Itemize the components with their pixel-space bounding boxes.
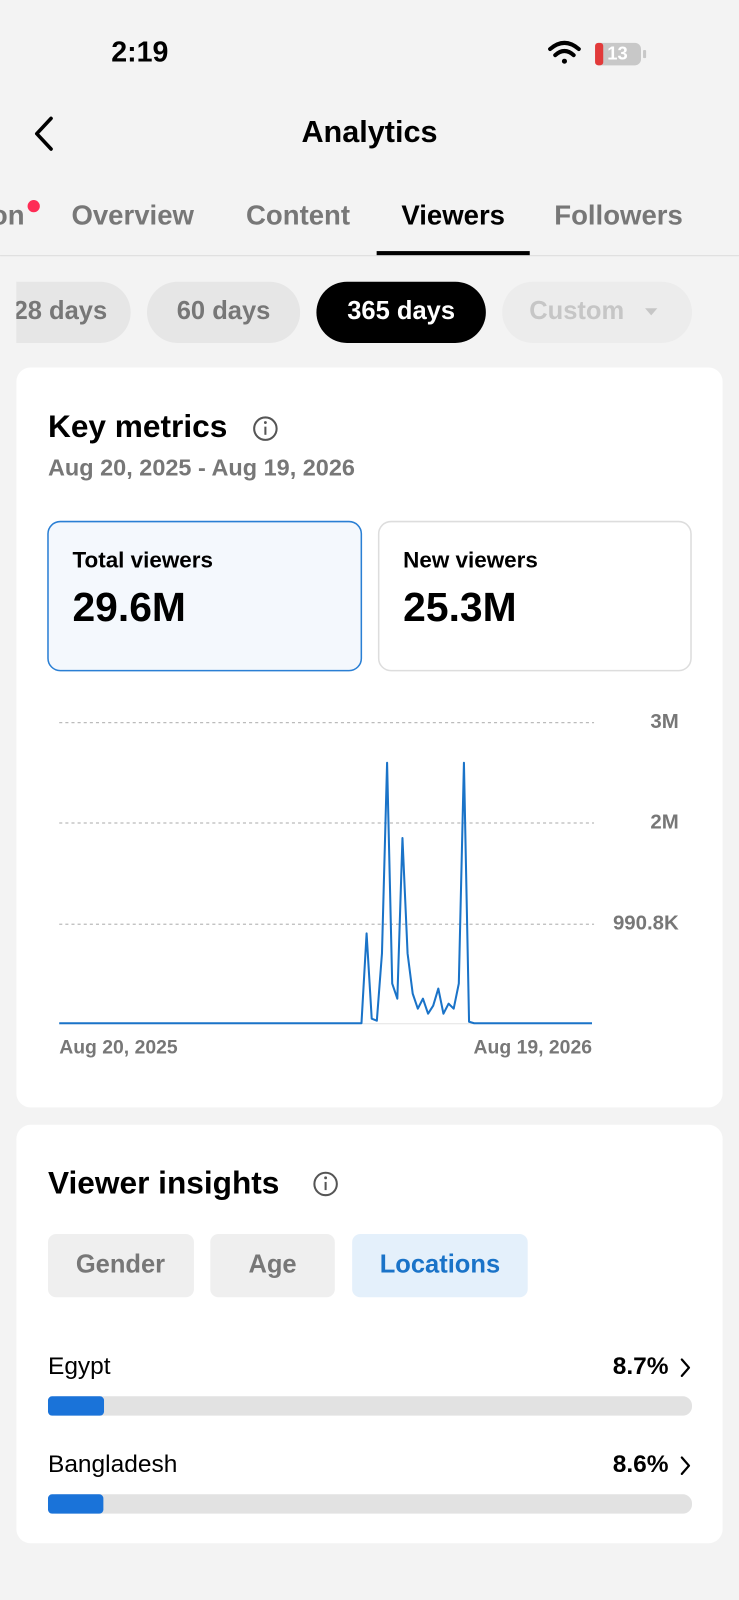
range-chip-label[interactable]: 28 days [14,297,108,325]
y-tick-label: 990.8K [613,913,679,935]
tab-indicator [376,251,530,256]
tab[interactable]: Overview [71,200,194,231]
bar-track [47,1396,693,1416]
range-chip[interactable] [0,281,131,343]
wifi-icon [548,40,581,64]
range-chip-label[interactable]: Custom [529,297,624,325]
metric-value: 29.6M [72,584,185,630]
card [16,1124,723,1544]
range-chip[interactable] [502,281,693,343]
y-tick-label: 2M [650,811,678,833]
insight-tab-label[interactable]: Age [248,1250,296,1278]
dropdown-arrow [645,308,658,316]
chevron[interactable] [680,1456,691,1475]
section-title: Key metrics [48,408,227,444]
location-name: Egypt [48,1353,111,1380]
chevron[interactable] [680,1358,691,1377]
insight-tab[interactable] [210,1233,335,1298]
y-tick-label: 3M [650,711,678,733]
insight-tab[interactable] [47,1233,194,1298]
notification-dot [27,200,40,213]
range-chip[interactable] [146,281,301,343]
metric-card[interactable] [377,520,692,672]
range-chip-label[interactable]: 60 days [177,297,271,325]
location-name: Bangladesh [48,1451,177,1478]
bar-track [47,1494,693,1514]
range-chip-active[interactable] [316,281,486,343]
header-title: Analytics [301,115,437,149]
info-icon[interactable] [313,1171,338,1197]
location-percent: 8.6% [613,1451,669,1478]
battery: 13 [595,42,647,66]
insight-tab-label[interactable]: Locations [380,1250,500,1278]
x-tick-label: Aug 20, 2025 [59,1036,178,1058]
info-icon[interactable] [253,416,278,441]
bar [47,1494,104,1514]
metric-value: 25.3M [403,584,516,630]
section-title: Viewer insights [48,1164,279,1200]
tab[interactable]: Followers [554,200,683,231]
metric-card-active[interactable] [47,520,363,672]
line-series [59,761,593,1025]
tab-divider [0,255,739,257]
x-tick-label: Aug 19, 2026 [474,1036,593,1058]
location-percent: 8.7% [613,1353,669,1380]
tab[interactable]: on [0,200,25,231]
metric-label: Total viewers [72,547,213,572]
insight-tab-label[interactable]: Gender [76,1250,165,1278]
battery-level: 13 [607,42,627,63]
metric-label: New viewers [403,547,538,572]
tab-active[interactable]: Viewers [401,200,505,231]
range-chip-label[interactable]: 365 days [347,297,455,325]
clock: 2:19 [111,37,168,69]
line-chart: 3M 2M 990.8K Aug 20, 2025 Aug 19, 2026 [59,711,679,1058]
back-button[interactable] [34,116,53,151]
insight-tab-active[interactable] [352,1233,528,1298]
tab[interactable]: Content [246,200,350,231]
location-list: Egypt 8.7% Bangladesh 8.6% [47,1353,693,1514]
date-range: Aug 20, 2025 - Aug 19, 2026 [48,455,355,481]
bar [47,1396,105,1416]
